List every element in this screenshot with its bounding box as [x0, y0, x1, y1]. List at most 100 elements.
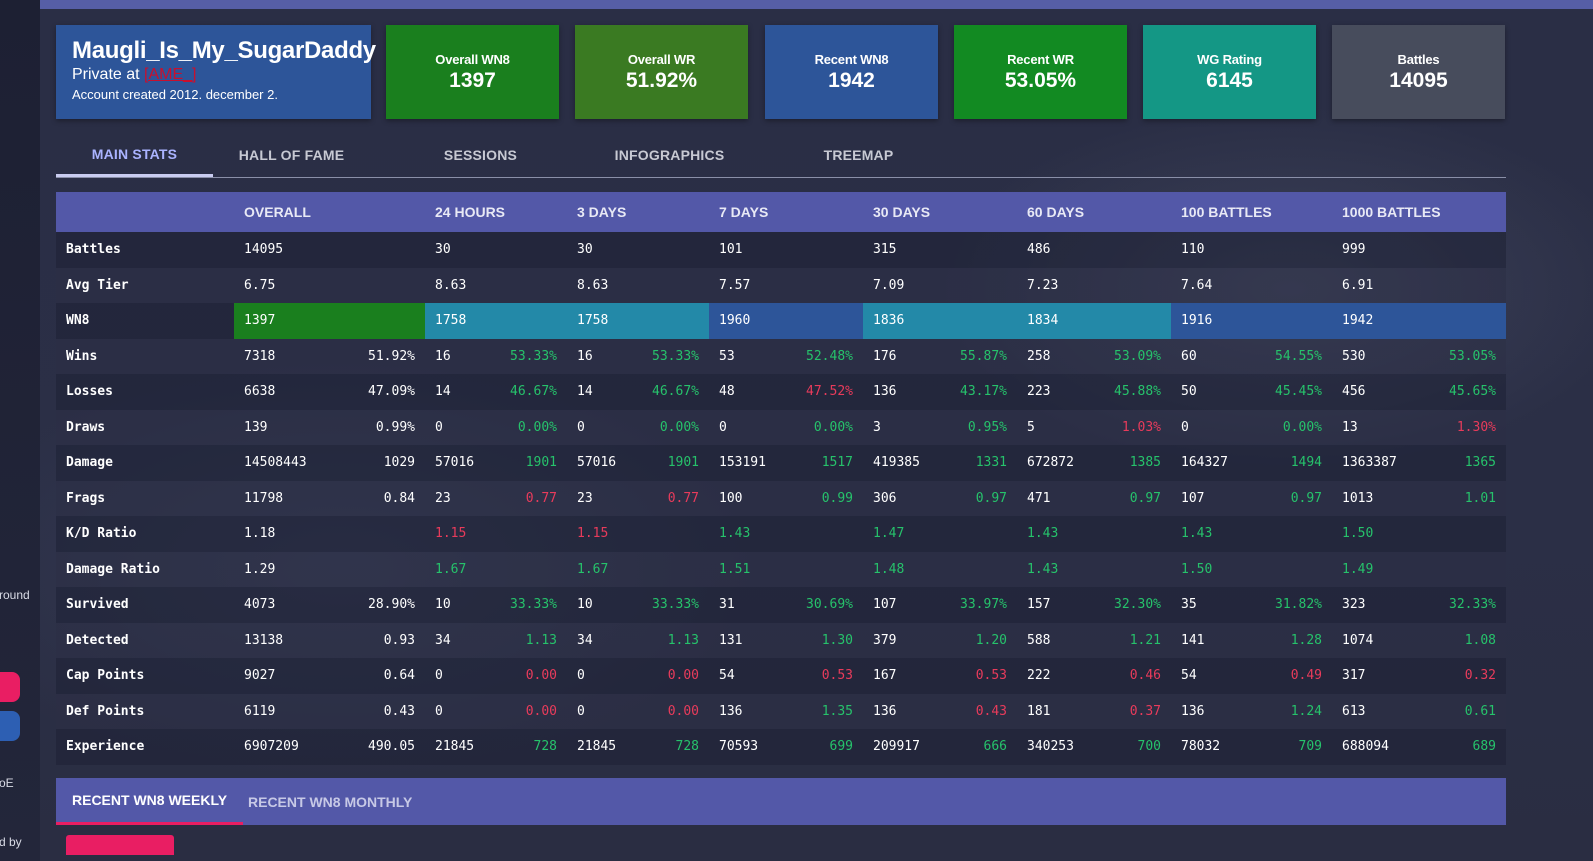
- row-label: Frags: [66, 490, 106, 506]
- cell-value: 1.49: [1342, 561, 1374, 577]
- cell-value: 4073: [244, 597, 276, 612]
- cell-value: 209917: [873, 739, 920, 754]
- cell-value: 1.67: [577, 561, 609, 577]
- cell-value: 16: [435, 348, 451, 364]
- cell-value: 30: [435, 242, 451, 257]
- cell-value: 157: [1027, 597, 1051, 612]
- cell-secondary-value: 32.33%: [1449, 597, 1496, 612]
- cell-value: 21845: [577, 739, 617, 754]
- summary-card-label: Overall WN8: [435, 51, 510, 67]
- row-label: Avg Tier: [66, 277, 129, 293]
- top-accent-bar: [40, 0, 1593, 9]
- cell-value: 1.43: [1027, 526, 1059, 541]
- cell-value: 1758: [435, 313, 467, 328]
- table-row: Avg Tier 6.75 8.63 8.63 7.57 7.09 7.23 7.64 6.91: [56, 267, 1506, 303]
- cell-value: 167: [873, 668, 897, 683]
- table-row: Draws 139 0.99% 0 0.00% 0 0.00% 0 0.00% 3 0.95% 5 1.…: [56, 409, 1506, 445]
- tab-sessions[interactable]: SESSIONS: [443, 147, 518, 163]
- row-label: Cap Points: [66, 668, 145, 683]
- cell-secondary-value: 0.37: [1129, 703, 1161, 719]
- summary-card-label: Battles: [1397, 51, 1440, 67]
- tab-treemap[interactable]: TREEMAP: [823, 147, 894, 163]
- tab-infographics[interactable]: INFOGRAPHICS: [614, 147, 725, 163]
- cell-value: 8.63: [435, 277, 467, 293]
- table-row: Survived 4073 28.90% 10 33.33% 10 33.33% 31 30.6…: [56, 587, 1506, 623]
- cell-value: 136: [719, 703, 743, 719]
- chart-tab-recent-wn8-weekly[interactable]: RECENT WN8 WEEKLY: [56, 778, 244, 825]
- summary-card-label: Recent WR: [1007, 51, 1074, 67]
- wn8-color-block: [863, 303, 1017, 339]
- cell-value: 101: [719, 242, 743, 257]
- row-label: Experience: [66, 739, 145, 754]
- summary-card-label: WG Rating: [1197, 51, 1262, 67]
- cell-value: 8.63: [577, 277, 609, 293]
- tab-hall-of-fame[interactable]: HALL OF FAME: [238, 147, 345, 163]
- cell-value: 456: [1342, 384, 1366, 399]
- cell-value: 1916: [1181, 313, 1213, 328]
- sidebar-red-button[interactable]: [0, 672, 20, 702]
- chart-tab-recent-wn8-monthly[interactable]: RECENT WN8 MONTHLY: [248, 793, 413, 810]
- main-content: Maugli_Is_My_SugarDaddy Private at [AME_…: [40, 9, 1593, 861]
- cell-secondary-value: 1365: [1464, 455, 1496, 470]
- sidebar-partial-text: round: [0, 588, 30, 602]
- column-header: 100 BATTLES: [1181, 204, 1272, 220]
- cell-value: 7.09: [873, 277, 905, 293]
- cell-secondary-value: 0.00%: [1282, 419, 1322, 435]
- cell-value: 258: [1027, 348, 1051, 364]
- cell-secondary-value: 0.00%: [813, 419, 853, 435]
- wn8-color-block: [425, 303, 567, 339]
- sidebar: round oE d by: [0, 0, 41, 861]
- row-label: Wins: [66, 348, 98, 364]
- cell-secondary-value: 33.33%: [510, 597, 557, 612]
- player-name: Maugli_Is_My_SugarDaddy: [72, 37, 376, 64]
- cell-secondary-value: 1331: [975, 455, 1007, 470]
- clan-tag-link[interactable]: [AME_]: [144, 66, 197, 83]
- cell-value: 141: [1181, 632, 1205, 648]
- stats-table: OVERALL 24 HOURS 3 DAYS 7 DAYS 30 DAYS 60 DAY…: [56, 192, 1506, 765]
- cell-value: 6.75: [244, 277, 276, 293]
- cell-value: 100: [719, 490, 743, 506]
- cell-value: 23: [577, 490, 593, 506]
- sidebar-blue-button[interactable]: [0, 711, 20, 741]
- row-label: Damage: [66, 455, 113, 470]
- cell-secondary-value: 0.61: [1464, 703, 1496, 719]
- cell-secondary-value: 45.45%: [1275, 384, 1322, 399]
- summary-card: Overall WN8 1397: [386, 25, 559, 119]
- cell-secondary-value: 33.97%: [960, 597, 1007, 612]
- summary-card: Battles 14095: [1332, 25, 1505, 119]
- cell-secondary-value: 46.67%: [652, 384, 699, 399]
- cell-value: 6119: [244, 703, 276, 719]
- cell-secondary-value: 28.90%: [368, 597, 415, 612]
- table-row: Losses 6638 47.09% 14 46.67% 14 46.67% 48 47.52%…: [56, 374, 1506, 410]
- cell-value: 315: [873, 242, 897, 257]
- column-header: 30 DAYS: [873, 204, 931, 220]
- cell-value: 31: [719, 597, 735, 612]
- tab-main-stats[interactable]: MAIN STATS: [56, 133, 213, 177]
- cell-value: 53: [719, 348, 735, 364]
- cell-value: 1363387: [1342, 455, 1397, 470]
- row-label: Battles: [66, 242, 121, 257]
- summary-card-value: 53.05%: [1004, 68, 1077, 92]
- chart-action-button[interactable]: [66, 835, 174, 855]
- cell-secondary-value: 1029: [383, 455, 415, 470]
- table-row: Battles 14095 30 30 101 315 486 110 999: [56, 232, 1506, 268]
- cell-value: 1960: [719, 313, 751, 328]
- wn8-color-block: [1171, 303, 1332, 339]
- cell-secondary-value: 0.95%: [967, 419, 1007, 435]
- cell-secondary-value: 0.00%: [659, 419, 699, 435]
- cell-value: 688094: [1342, 739, 1389, 754]
- cell-value: 14: [577, 384, 593, 399]
- column-header: 3 DAYS: [577, 204, 627, 220]
- cell-value: 23: [435, 490, 451, 506]
- row-label: Draws: [66, 419, 106, 435]
- column-header: OVERALL: [244, 204, 311, 220]
- cell-value: 999: [1342, 242, 1366, 257]
- cell-value: 50: [1181, 384, 1197, 399]
- cell-secondary-value: 666: [983, 739, 1007, 754]
- cell-secondary-value: 0.00: [667, 703, 699, 719]
- clan-line: Private at [AME_]: [72, 66, 197, 84]
- cell-value: 57016: [577, 455, 617, 470]
- cell-value: 16: [577, 348, 593, 364]
- cell-value: 0: [435, 668, 443, 683]
- cell-secondary-value: 0.00%: [517, 419, 557, 435]
